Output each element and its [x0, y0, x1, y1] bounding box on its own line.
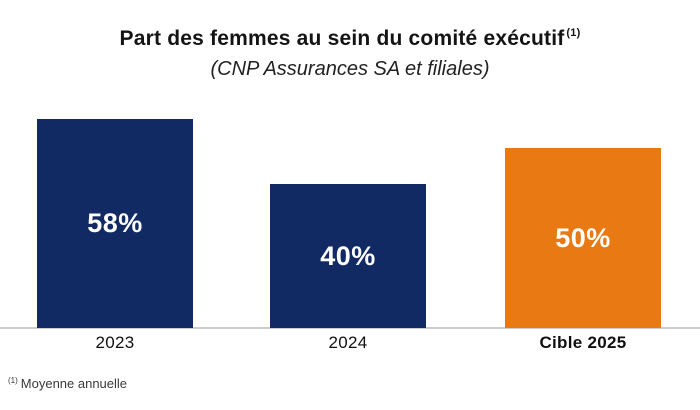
- footnote: (1) Moyenne annuelle: [8, 376, 127, 391]
- x-axis-line: [0, 327, 700, 329]
- x-label-2024: 2024: [328, 333, 368, 352]
- bar-2024: 40%: [270, 184, 426, 328]
- plot-area: 58% 40% 50%: [0, 119, 700, 329]
- bar-2023: 58%: [37, 119, 193, 328]
- x-axis-labels: 2023 2024 Cible 2025: [0, 333, 700, 355]
- footnote-superscript: (1): [8, 376, 18, 385]
- chart-subtitle: (CNP Assurances SA et filiales): [210, 58, 490, 80]
- bar-value-label: 50%: [555, 222, 611, 253]
- x-label-cible-2025: Cible 2025: [539, 333, 627, 352]
- chart-title: Part des femmes au sein du comité exécut…: [0, 27, 700, 51]
- x-label-2023: 2023: [95, 333, 135, 352]
- bar-value-label: 40%: [320, 240, 376, 271]
- footnote-text: Moyenne annuelle: [20, 376, 128, 391]
- chart-title-superscript: (1): [566, 27, 581, 39]
- bar-cible-2025: 50%: [505, 148, 661, 328]
- chart-title-text: Part des femmes au sein du comité exécut…: [119, 27, 565, 50]
- bar-value-label: 58%: [87, 208, 143, 238]
